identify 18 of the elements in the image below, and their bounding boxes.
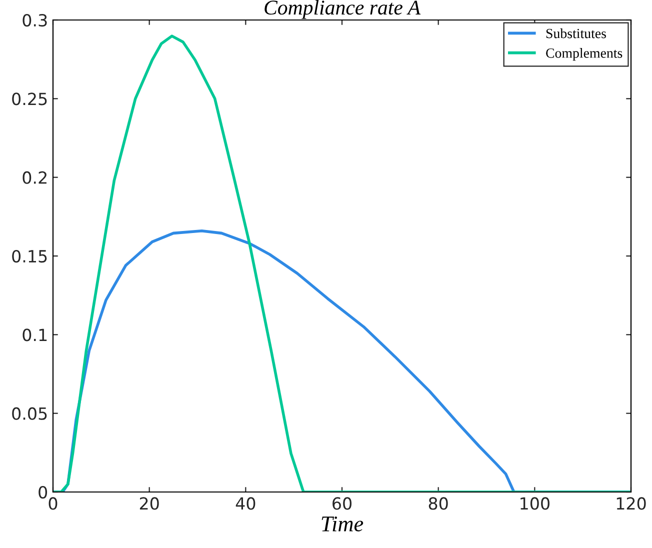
x-tick-label: 40 bbox=[236, 497, 256, 510]
y-tick-label: 0.3 bbox=[22, 14, 47, 27]
y-tick-label: 0 bbox=[38, 486, 48, 499]
chart-title: Compliance rate A bbox=[264, 0, 421, 19]
x-tick-label: 100 bbox=[520, 497, 550, 510]
y-tick-label: 0.05 bbox=[12, 407, 47, 420]
y-tick-label: 0.15 bbox=[12, 250, 47, 263]
legend-label: Substitutes bbox=[546, 28, 606, 38]
x-tick-label: 120 bbox=[616, 497, 646, 510]
x-tick-label: 20 bbox=[140, 497, 159, 510]
y-tick-label: 0.1 bbox=[22, 328, 47, 342]
legend-label: Complements bbox=[546, 48, 622, 61]
x-tick-label: 60 bbox=[332, 497, 352, 510]
y-tick-label: 0.25 bbox=[12, 92, 47, 106]
x-tick-label: 0 bbox=[48, 497, 58, 510]
x-axis-title: Time bbox=[322, 516, 364, 532]
y-tick-label: 0.2 bbox=[22, 171, 46, 184]
x-tick-label: 80 bbox=[428, 497, 448, 510]
